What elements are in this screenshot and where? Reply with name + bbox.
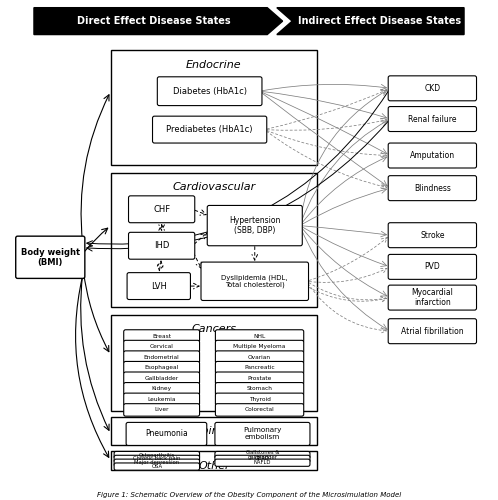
Text: Pancreatic: Pancreatic <box>244 365 275 370</box>
Text: Renal failure: Renal failure <box>408 114 457 124</box>
FancyBboxPatch shape <box>124 351 200 364</box>
Text: Liver: Liver <box>154 408 169 412</box>
Text: Stroke: Stroke <box>420 230 445 239</box>
Text: Atrial fibrillation: Atrial fibrillation <box>401 326 464 336</box>
Text: Osteoarthritis: Osteoarthritis <box>138 452 175 458</box>
Text: GERD: GERD <box>255 456 270 462</box>
Text: Figure 1: Schematic Overview of the Obesity Component of the Microsimulation Mod: Figure 1: Schematic Overview of the Obes… <box>97 492 401 498</box>
Bar <box>111 451 317 470</box>
Text: Endocrine: Endocrine <box>186 60 242 70</box>
FancyBboxPatch shape <box>114 463 200 470</box>
Text: Kidney: Kidney <box>151 386 172 392</box>
Text: Cervical: Cervical <box>150 344 174 349</box>
FancyBboxPatch shape <box>216 351 304 364</box>
Text: CHF: CHF <box>153 205 170 214</box>
Text: Blindness: Blindness <box>414 184 451 192</box>
Text: Ovarian: Ovarian <box>248 354 271 360</box>
FancyBboxPatch shape <box>128 196 195 222</box>
FancyBboxPatch shape <box>215 452 310 458</box>
Text: Esophageal: Esophageal <box>144 365 179 370</box>
Text: Multiple Myeloma: Multiple Myeloma <box>234 344 286 349</box>
FancyBboxPatch shape <box>124 404 200 416</box>
Bar <box>111 416 317 446</box>
Text: Chronic back pain: Chronic back pain <box>133 456 181 462</box>
FancyBboxPatch shape <box>388 76 477 101</box>
FancyBboxPatch shape <box>388 222 477 248</box>
Text: Direct Effect Disease States: Direct Effect Disease States <box>77 16 231 26</box>
Polygon shape <box>277 8 464 34</box>
Text: Colorectal: Colorectal <box>245 408 274 412</box>
FancyBboxPatch shape <box>388 143 477 168</box>
FancyBboxPatch shape <box>124 393 200 406</box>
Text: Prediabetes (HbA1c): Prediabetes (HbA1c) <box>166 125 253 134</box>
FancyBboxPatch shape <box>157 77 262 106</box>
FancyBboxPatch shape <box>124 362 200 374</box>
Text: IHD: IHD <box>154 242 169 250</box>
Text: LVH: LVH <box>151 282 167 290</box>
Text: OSA: OSA <box>151 464 162 469</box>
Text: Pneumonia: Pneumonia <box>145 430 188 438</box>
FancyBboxPatch shape <box>114 456 200 462</box>
Text: Amputation: Amputation <box>410 151 455 160</box>
FancyBboxPatch shape <box>126 422 207 446</box>
Text: Pulmonary
embolism: Pulmonary embolism <box>243 428 282 440</box>
FancyBboxPatch shape <box>216 404 304 416</box>
Text: Major depression: Major depression <box>134 460 179 465</box>
Text: Stomach: Stomach <box>247 386 272 392</box>
Text: Respiratory: Respiratory <box>182 426 246 436</box>
Text: Gallbladder: Gallbladder <box>144 376 179 380</box>
Text: Cardiovascular: Cardiovascular <box>172 182 255 192</box>
Text: Cancers: Cancers <box>191 324 237 334</box>
Text: Leukemia: Leukemia <box>147 397 176 402</box>
Text: Endometrial: Endometrial <box>144 354 179 360</box>
FancyBboxPatch shape <box>124 382 200 395</box>
FancyBboxPatch shape <box>388 285 477 310</box>
FancyBboxPatch shape <box>216 330 304 342</box>
Text: Prostate: Prostate <box>248 376 272 380</box>
Text: Hypertension
(SBB, DBP): Hypertension (SBB, DBP) <box>229 216 280 236</box>
FancyBboxPatch shape <box>124 340 200 353</box>
Text: NHL: NHL <box>253 334 266 338</box>
Text: Indirect Effect Disease States: Indirect Effect Disease States <box>298 16 461 26</box>
Text: CKD: CKD <box>424 84 440 93</box>
Text: NAFLD: NAFLD <box>254 460 271 465</box>
FancyBboxPatch shape <box>127 272 190 299</box>
FancyBboxPatch shape <box>114 452 200 458</box>
FancyBboxPatch shape <box>216 382 304 395</box>
Text: Thyroid: Thyroid <box>249 397 270 402</box>
FancyBboxPatch shape <box>152 116 267 143</box>
Text: Body weight
(BMI): Body weight (BMI) <box>21 248 80 267</box>
FancyBboxPatch shape <box>124 330 200 342</box>
Bar <box>111 315 317 411</box>
Text: PVD: PVD <box>424 262 440 272</box>
FancyBboxPatch shape <box>216 372 304 384</box>
FancyBboxPatch shape <box>388 106 477 132</box>
FancyBboxPatch shape <box>207 206 302 246</box>
Bar <box>111 173 317 307</box>
FancyBboxPatch shape <box>16 236 85 279</box>
FancyBboxPatch shape <box>216 393 304 406</box>
Text: Dyslipidemia (HDL,
Total cholesterol): Dyslipidemia (HDL, Total cholesterol) <box>222 274 288 288</box>
FancyBboxPatch shape <box>201 262 309 300</box>
Bar <box>111 50 317 165</box>
Polygon shape <box>34 8 282 34</box>
FancyBboxPatch shape <box>216 362 304 374</box>
FancyBboxPatch shape <box>216 340 304 353</box>
Text: Other: Other <box>198 461 230 471</box>
Text: Gallstones &
gallbladder: Gallstones & gallbladder <box>246 450 279 460</box>
FancyBboxPatch shape <box>388 318 477 344</box>
FancyBboxPatch shape <box>388 254 477 280</box>
FancyBboxPatch shape <box>215 459 310 466</box>
FancyBboxPatch shape <box>388 176 477 201</box>
Text: Myocardial
infarction: Myocardial infarction <box>411 288 453 308</box>
FancyBboxPatch shape <box>114 459 200 466</box>
Text: Breast: Breast <box>152 334 171 338</box>
FancyBboxPatch shape <box>128 232 195 259</box>
FancyBboxPatch shape <box>215 456 310 462</box>
FancyBboxPatch shape <box>124 372 200 384</box>
Text: Diabetes (HbA1c): Diabetes (HbA1c) <box>173 86 247 96</box>
FancyBboxPatch shape <box>215 422 310 446</box>
